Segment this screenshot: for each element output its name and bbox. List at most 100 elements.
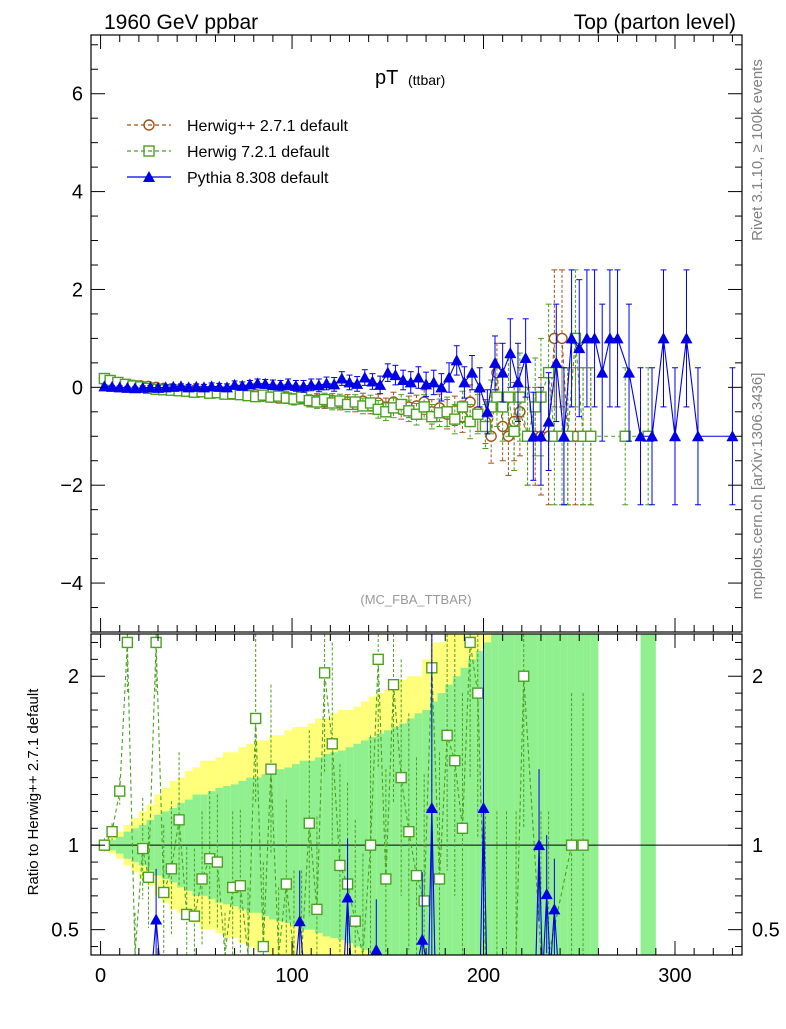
ratio-point: [372, 653, 384, 666]
ratio-point: [565, 839, 578, 851]
data-point: [542, 415, 555, 427]
ratio-point: [364, 839, 377, 851]
data-point: [441, 406, 453, 418]
band-green: [537, 634, 545, 955]
ratio-series-1: [150, 634, 561, 956]
y-tick-label: 2: [72, 279, 83, 301]
data-point: [464, 415, 476, 428]
band-green: [506, 634, 515, 955]
data-point: [121, 381, 134, 393]
data-point: [113, 381, 126, 393]
data-point: [556, 332, 568, 345]
main-title-suffix: (ttbar): [408, 72, 445, 88]
ratio-point: [188, 910, 201, 922]
ratio-point: [311, 903, 323, 916]
data-point: [496, 366, 509, 378]
data-point: [228, 378, 241, 390]
ratio-point: [548, 903, 561, 915]
y-tick-label: −2: [60, 475, 83, 497]
ratio-point: [456, 822, 469, 834]
ratio-point: [326, 738, 338, 750]
legend-marker-pythia: [143, 171, 155, 182]
data-point: [508, 425, 520, 438]
data-point: [511, 376, 524, 388]
header-left: 1960 GeV ppbar: [104, 11, 258, 34]
data-point: [580, 332, 593, 344]
ratio-y-tick-label: 2: [68, 666, 79, 688]
data-point: [496, 401, 509, 413]
ratio-point: [142, 871, 155, 883]
band-green: [376, 733, 384, 955]
x-tick-label: 0: [95, 965, 106, 987]
data-point: [190, 380, 203, 392]
legend-marker-herwig7: [143, 145, 155, 157]
ratio-point: [150, 636, 162, 649]
header-right: Top (parton level): [574, 11, 736, 34]
legend-entry-herwig7: Herwig 7.2.1 default: [127, 144, 330, 161]
data-point: [205, 380, 218, 392]
band-green: [498, 634, 507, 955]
ratio-point: [472, 687, 484, 699]
ratio-point: [533, 839, 546, 851]
data-point: [456, 401, 469, 413]
data-point: [646, 430, 659, 442]
data-point: [466, 366, 479, 378]
legend-label-pythia: Pythia 8.308 default: [187, 170, 329, 187]
ratio-point: [387, 678, 400, 691]
band-green: [590, 634, 599, 955]
data-point: [410, 408, 423, 420]
band-green: [399, 723, 407, 955]
ratio-point: [518, 670, 530, 682]
data-point: [266, 378, 279, 390]
data-point: [565, 332, 578, 344]
ratio-point: [395, 771, 407, 784]
y-tick-label: 4: [72, 182, 83, 204]
data-point: [458, 376, 471, 388]
main-frame: [90, 34, 743, 633]
data-point: [289, 379, 302, 391]
ratio-point: [280, 878, 292, 890]
ratio-y-tick-label-right: 2: [752, 666, 763, 688]
data-point: [364, 397, 377, 409]
x-tick-label: 200: [467, 965, 500, 987]
ratio-point: [540, 888, 553, 900]
data-point: [305, 378, 318, 390]
ratio-point: [265, 763, 277, 775]
mc-uncertainty-band: [100, 634, 656, 955]
ratio-point: [577, 839, 589, 851]
ratio-y-tick-label-right: 0.5: [752, 920, 780, 942]
ratio-point: [234, 880, 247, 892]
ratio-point: [106, 825, 118, 838]
legend-entry-herwigpp: Herwig++ 2.7.1 default: [127, 118, 349, 135]
ratio-point: [349, 915, 361, 927]
data-point: [550, 356, 563, 368]
ratio-point: [410, 869, 423, 882]
band-green: [414, 713, 423, 955]
ratio-line-0: [103, 642, 584, 956]
series-2: [98, 269, 739, 506]
data-point: [491, 391, 503, 403]
y-tick-label: 6: [72, 84, 83, 106]
band-green: [514, 634, 522, 955]
band-green: [640, 634, 656, 955]
data-point: [449, 413, 461, 425]
band-green: [429, 701, 438, 955]
band-green: [552, 634, 561, 955]
ratio-panel: 0.5 0.5 1 1 2 2 0 100 200 300 Ratio to Herwig++ 2…: [25, 633, 780, 987]
data-point: [213, 380, 226, 392]
ratio-point: [464, 636, 476, 649]
y-tick-label: −4: [60, 573, 83, 595]
data-point: [412, 371, 425, 383]
data-point: [668, 430, 681, 442]
data-point: [519, 351, 532, 363]
data-point: [479, 420, 492, 433]
data-point: [450, 354, 463, 366]
band-green: [560, 634, 568, 955]
data-point: [320, 377, 333, 389]
ratio-point: [303, 817, 315, 829]
data-point: [328, 378, 341, 390]
data-point: [404, 376, 417, 388]
data-point: [596, 366, 609, 378]
data-point: [106, 380, 119, 392]
